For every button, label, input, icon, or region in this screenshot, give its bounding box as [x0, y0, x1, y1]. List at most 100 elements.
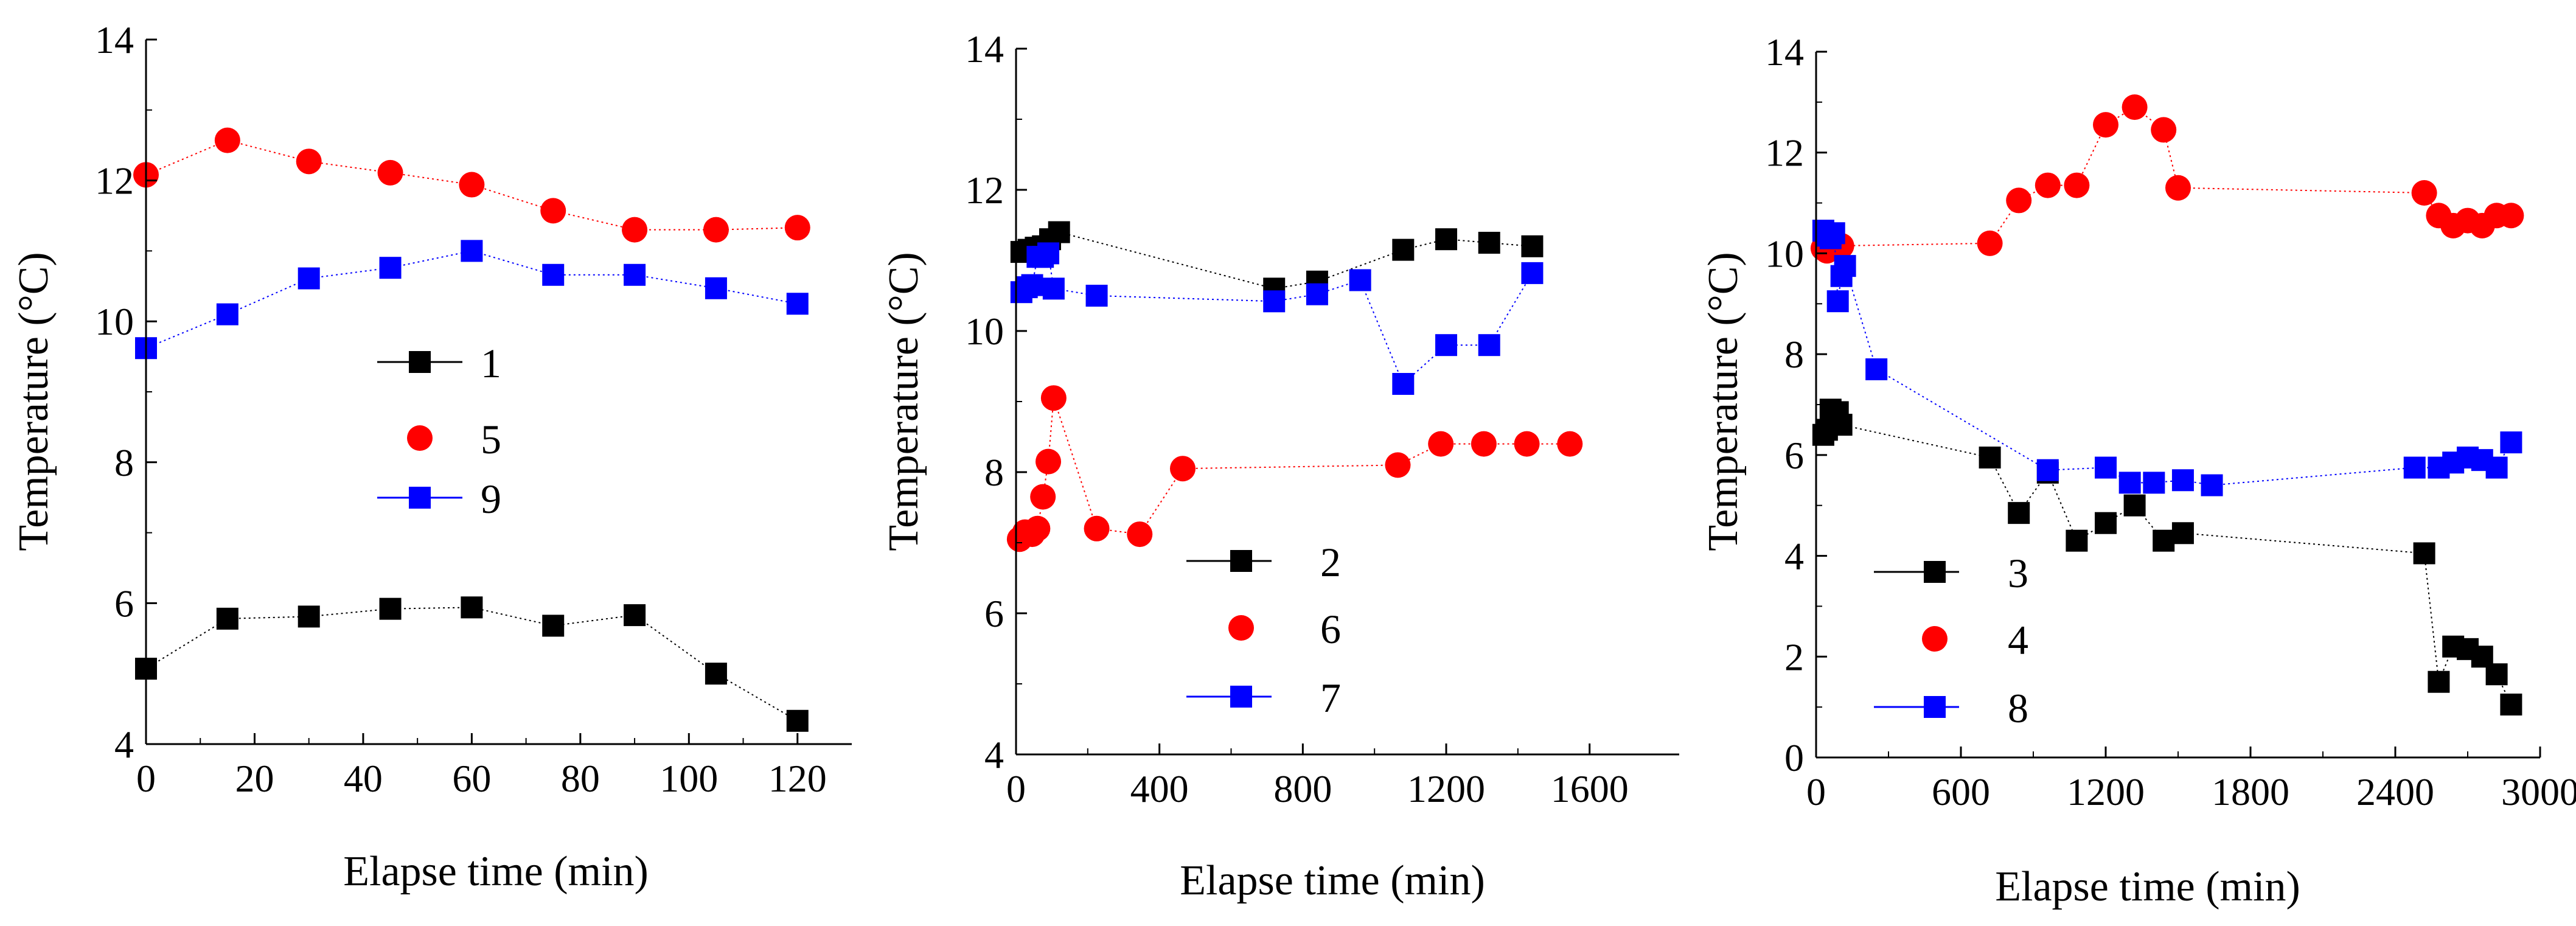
series-7-point	[1037, 242, 1060, 265]
series-6-point	[1030, 484, 1056, 510]
series-9-point	[379, 257, 402, 279]
series-1-line	[145, 607, 798, 722]
x-tick-label: 800	[1273, 767, 1332, 810]
y-tick-label: 14	[1765, 30, 1804, 74]
series-1-point	[298, 605, 320, 628]
series-3-point	[2485, 663, 2508, 686]
y-tick-label: 4	[1784, 535, 1804, 578]
legend: 2 6 7	[1186, 539, 1341, 721]
series-3-point	[2153, 529, 2175, 552]
series-1-point	[216, 607, 238, 630]
legend-label-5: 5	[481, 416, 501, 462]
series-7-line	[1021, 252, 1533, 385]
x-tick-label: 80	[561, 757, 600, 800]
legend-label-7: 7	[1320, 675, 1341, 721]
series-3-point	[2171, 522, 2194, 545]
x-tick-label: 2400	[2356, 770, 2434, 813]
legend-item-3: 3	[1874, 550, 2028, 596]
series-5-point	[214, 127, 240, 153]
series-8-point	[2201, 474, 2223, 496]
y-tick-label: 6	[114, 582, 134, 625]
series-8-point	[2143, 472, 2165, 494]
x-tick-label: 0	[1006, 767, 1026, 810]
legend-item-5: 5	[407, 416, 501, 462]
series-6-point	[1084, 515, 1110, 541]
legend-item-2: 2	[1186, 539, 1341, 585]
y-tick-label: 6	[984, 592, 1004, 635]
chart-panel-3: 0 600 1200 1800 2400 3000 0 2 4 6 8 10 12 14 Elapse t…	[1700, 30, 2576, 910]
series-4-point	[2165, 175, 2191, 201]
series-7-point	[1435, 334, 1458, 357]
legend-label-2: 2	[1320, 539, 1341, 585]
series-4-point	[2006, 187, 2032, 214]
x-tick-label: 120	[768, 757, 827, 800]
series-3-point	[2095, 512, 2117, 534]
legend-label-1: 1	[481, 340, 501, 386]
series-8-point	[1865, 358, 1888, 380]
series-4-point	[2411, 180, 2437, 206]
series-5-point	[459, 172, 485, 198]
x-tick-label: 600	[1932, 770, 1990, 813]
series-5-point	[540, 198, 566, 224]
series-3-point	[2413, 542, 2435, 565]
series-5-point	[377, 159, 403, 186]
series-3-point	[1830, 414, 1853, 436]
series-1-point	[379, 597, 402, 620]
series-6-point	[1025, 515, 1051, 541]
series-3-point	[1979, 447, 2001, 468]
y-tick-label: 4	[114, 723, 134, 766]
series-7-point	[1085, 285, 1108, 307]
y-tick-label: 4	[984, 733, 1004, 776]
series-3-point	[2123, 494, 2146, 517]
legend-label-8: 8	[2008, 685, 2028, 731]
series-6-point	[1385, 452, 1411, 478]
series-9-point	[216, 303, 238, 325]
x-axis-title: Elapse time (min)	[343, 848, 649, 895]
legend: 1 5 9	[377, 340, 501, 522]
y-tick-label: 12	[95, 159, 134, 203]
series-9-point	[624, 263, 646, 286]
series-6-point	[1514, 431, 1540, 457]
series-7-point	[1263, 290, 1286, 313]
series-7-point	[1349, 269, 1371, 291]
series-1-point	[461, 596, 483, 619]
y-tick-label: 12	[965, 169, 1004, 212]
series-5-point	[784, 215, 810, 241]
series-6-point	[1040, 385, 1067, 411]
series-8-point	[2485, 456, 2508, 479]
series-6-point	[1428, 431, 1454, 457]
x-tick-label: 1200	[2067, 770, 2145, 813]
series-9-point	[705, 277, 727, 299]
series-9-line	[145, 250, 798, 349]
series-1-point	[705, 663, 727, 685]
series-5-point	[622, 217, 648, 243]
series-6-point	[1036, 448, 1062, 475]
chart-panel-1: 0 20 40 60 80 100 120 4 6 8 10 12 14 Elapse time (mi…	[10, 18, 852, 895]
y-tick-label: 10	[95, 300, 134, 343]
series-7-point	[1392, 373, 1415, 395]
y-tick-label: 10	[965, 310, 1004, 353]
x-tick-label: 3000	[2501, 770, 2576, 813]
series-8-point	[2500, 431, 2522, 454]
series-8-point	[2036, 459, 2059, 481]
series-1-point	[624, 604, 646, 627]
series-8-point	[1834, 255, 1856, 277]
legend-label-6: 6	[1320, 606, 1341, 652]
series-9-point	[461, 240, 483, 262]
y-axis-title: Temperature (°C)	[10, 252, 57, 551]
y-axis-title: Temperature (°C)	[880, 252, 927, 551]
series-5-point	[703, 217, 729, 243]
series-4-point	[2064, 172, 2090, 198]
series-8-line	[1823, 230, 2512, 486]
series-6-point	[1169, 456, 1196, 482]
series-7-point	[1021, 274, 1043, 296]
series-9-point	[298, 267, 320, 290]
x-tick-label: 1200	[1407, 767, 1485, 810]
x-tick-label: 1800	[2212, 770, 2289, 813]
y-axis-title: Temperature (°C)	[1700, 252, 1747, 551]
series-8-point	[2095, 456, 2117, 479]
series-3-point	[2066, 529, 2088, 552]
series-9-point	[542, 263, 565, 286]
x-axis-title: Elapse time (min)	[1180, 857, 1485, 904]
y-tick-label: 14	[95, 18, 134, 61]
